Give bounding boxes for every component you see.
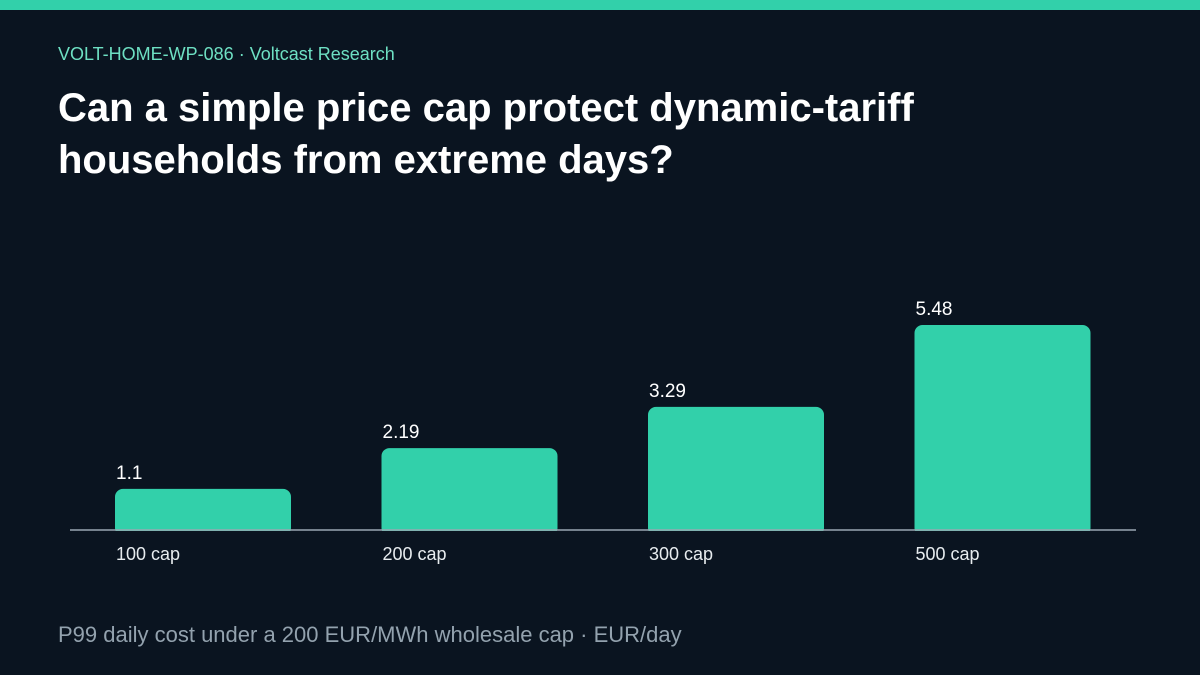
x-tick-label: 300 cap (649, 544, 713, 564)
x-tick-label: 100 cap (116, 544, 180, 564)
bar-value-label: 1.1 (116, 463, 142, 484)
x-tick-label: 500 cap (916, 544, 980, 564)
bar-value-label: 3.29 (649, 381, 686, 402)
baseline-mask (70, 531, 1136, 539)
bars-layer: 1.1 100 cap 2.19 200 cap 3.29 300 cap 5.48 500 … (70, 299, 1136, 564)
top-accent-bar (0, 0, 1200, 10)
bar-value-label: 5.48 (916, 299, 953, 320)
chart-title: Can a simple price cap protect dynamic-t… (58, 86, 914, 182)
bar-value-label: 2.19 (383, 422, 420, 443)
report-id: VOLT-HOME-WP-086 · Voltcast Research (58, 44, 395, 64)
x-tick-label: 200 cap (383, 544, 447, 564)
bar-1 (115, 488, 291, 536)
bar-3 (648, 406, 824, 536)
bar-4 (914, 325, 1091, 536)
bar-2 (381, 448, 558, 536)
chart-caption: P99 daily cost under a 200 EUR/MWh whole… (58, 622, 682, 647)
